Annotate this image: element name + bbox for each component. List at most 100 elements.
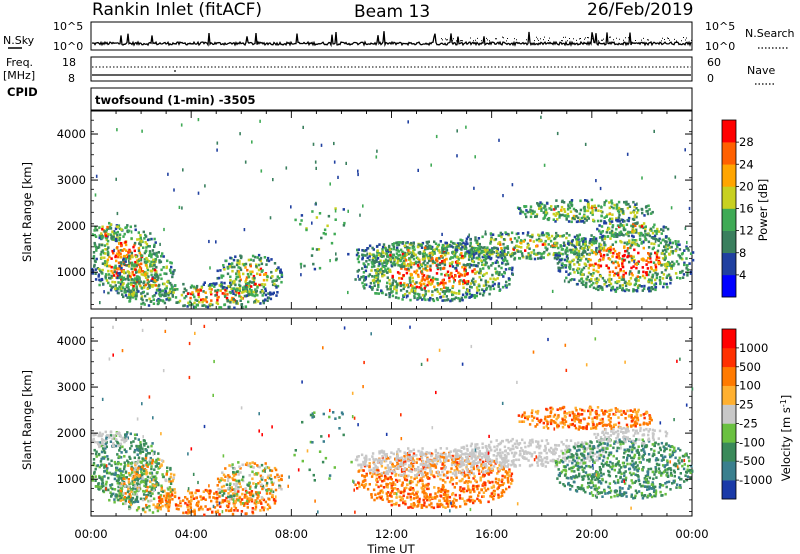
range-time-cell — [256, 286, 259, 289]
range-time-cell — [664, 235, 668, 238]
range-time-cell — [203, 304, 206, 307]
range-time-cell — [382, 265, 386, 269]
range-time-cell — [239, 485, 242, 489]
range-time-cell — [100, 463, 103, 466]
range-time-cell — [441, 299, 444, 302]
range-time-cell — [188, 510, 191, 514]
range-time-cell — [135, 478, 138, 481]
range-time-cell — [397, 296, 400, 300]
range-time-cell — [588, 246, 591, 249]
range-time-cell — [265, 492, 269, 495]
range-time-cell — [377, 292, 380, 295]
range-time-cell — [144, 478, 147, 481]
range-time-cell — [182, 499, 185, 502]
range-time-cell — [278, 484, 281, 488]
range-time-cell — [446, 286, 450, 290]
range-time-cell — [204, 498, 207, 501]
range-time-cell — [619, 268, 622, 271]
range-time-cell — [625, 223, 629, 226]
range-time-cell — [470, 295, 473, 298]
range-time-cell — [122, 295, 125, 299]
range-time-cell — [216, 141, 219, 145]
range-time-cell — [197, 295, 201, 299]
range-time-cell — [174, 296, 178, 299]
range-time-cell — [434, 242, 438, 245]
range-time-cell — [329, 259, 331, 263]
range-time-cell — [152, 302, 156, 305]
range-time-cell — [464, 281, 467, 285]
range-time-cell — [271, 283, 275, 287]
range-time-cell — [97, 482, 100, 486]
range-time-cell — [187, 489, 190, 493]
range-time-cell — [453, 242, 456, 245]
range-time-cell — [629, 277, 633, 280]
range-time-cell — [129, 297, 132, 300]
range-time-cell — [537, 204, 541, 207]
range-time-cell — [486, 246, 489, 249]
range-time-cell — [489, 238, 493, 241]
range-time-cell — [555, 244, 558, 248]
range-time-cell — [590, 234, 593, 237]
range-time-cell — [484, 230, 487, 234]
range-time-cell — [145, 506, 148, 509]
range-time-cell — [130, 281, 133, 285]
range-time-cell — [258, 465, 261, 469]
range-time-cell — [158, 288, 161, 291]
range-time-cell — [610, 220, 614, 223]
range-time-cell — [243, 285, 246, 288]
range-time-cell — [561, 252, 564, 256]
range-time-cell — [632, 230, 636, 234]
range-time-cell — [522, 240, 525, 243]
range-time-cell — [264, 500, 268, 504]
range-time-cell — [518, 207, 521, 210]
range-time-cell — [127, 478, 130, 481]
range-time-cell — [333, 232, 336, 236]
range-time-cell — [254, 291, 258, 295]
range-time-cell — [152, 280, 155, 284]
range-time-cell — [650, 229, 653, 232]
range-time-cell — [635, 222, 639, 225]
range-time-cell — [278, 277, 281, 280]
range-time-cell — [654, 265, 658, 269]
range-time-cell — [161, 299, 164, 302]
range-time-cell — [143, 444, 146, 447]
range-time-cell — [540, 207, 543, 210]
range-time-cell — [633, 260, 635, 264]
range-time-cell — [273, 466, 277, 470]
range-time-cell — [577, 220, 580, 223]
range-time-cell — [606, 253, 609, 257]
range-time-cell — [102, 489, 105, 493]
range-time-cell — [103, 449, 106, 453]
range-time-cell — [159, 294, 162, 298]
range-time-cell — [401, 252, 405, 256]
range-time-cell — [603, 201, 606, 204]
range-time-cell — [252, 280, 256, 284]
range-time-cell — [225, 286, 228, 290]
range-time-cell — [612, 247, 615, 251]
range-time-cell — [173, 491, 177, 494]
range-time-cell — [682, 273, 686, 276]
range-time-cell — [621, 257, 624, 261]
range-time-cell — [417, 245, 420, 249]
range-time-cell — [525, 255, 528, 259]
range-time-cell — [320, 236, 323, 240]
range-time-cell — [585, 257, 588, 261]
range-time-cell — [627, 252, 630, 255]
range-time-cell — [546, 202, 549, 205]
range-time-cell — [643, 214, 646, 217]
range-time-cell — [502, 238, 506, 241]
range-time-cell — [161, 497, 164, 501]
range-time-cell — [244, 287, 247, 291]
range-time-cell — [155, 270, 158, 273]
range-time-cell — [364, 269, 368, 273]
range-time-cell — [395, 291, 398, 295]
range-time-cell — [129, 447, 132, 450]
range-time-cell — [161, 282, 165, 286]
range-time-cell — [451, 286, 454, 289]
range-time-cell — [389, 258, 392, 261]
range-time-cell — [269, 291, 272, 294]
range-time-cell — [426, 242, 429, 245]
range-time-cell — [258, 273, 262, 276]
range-time-cell — [624, 249, 627, 253]
range-time-cell — [496, 247, 499, 251]
